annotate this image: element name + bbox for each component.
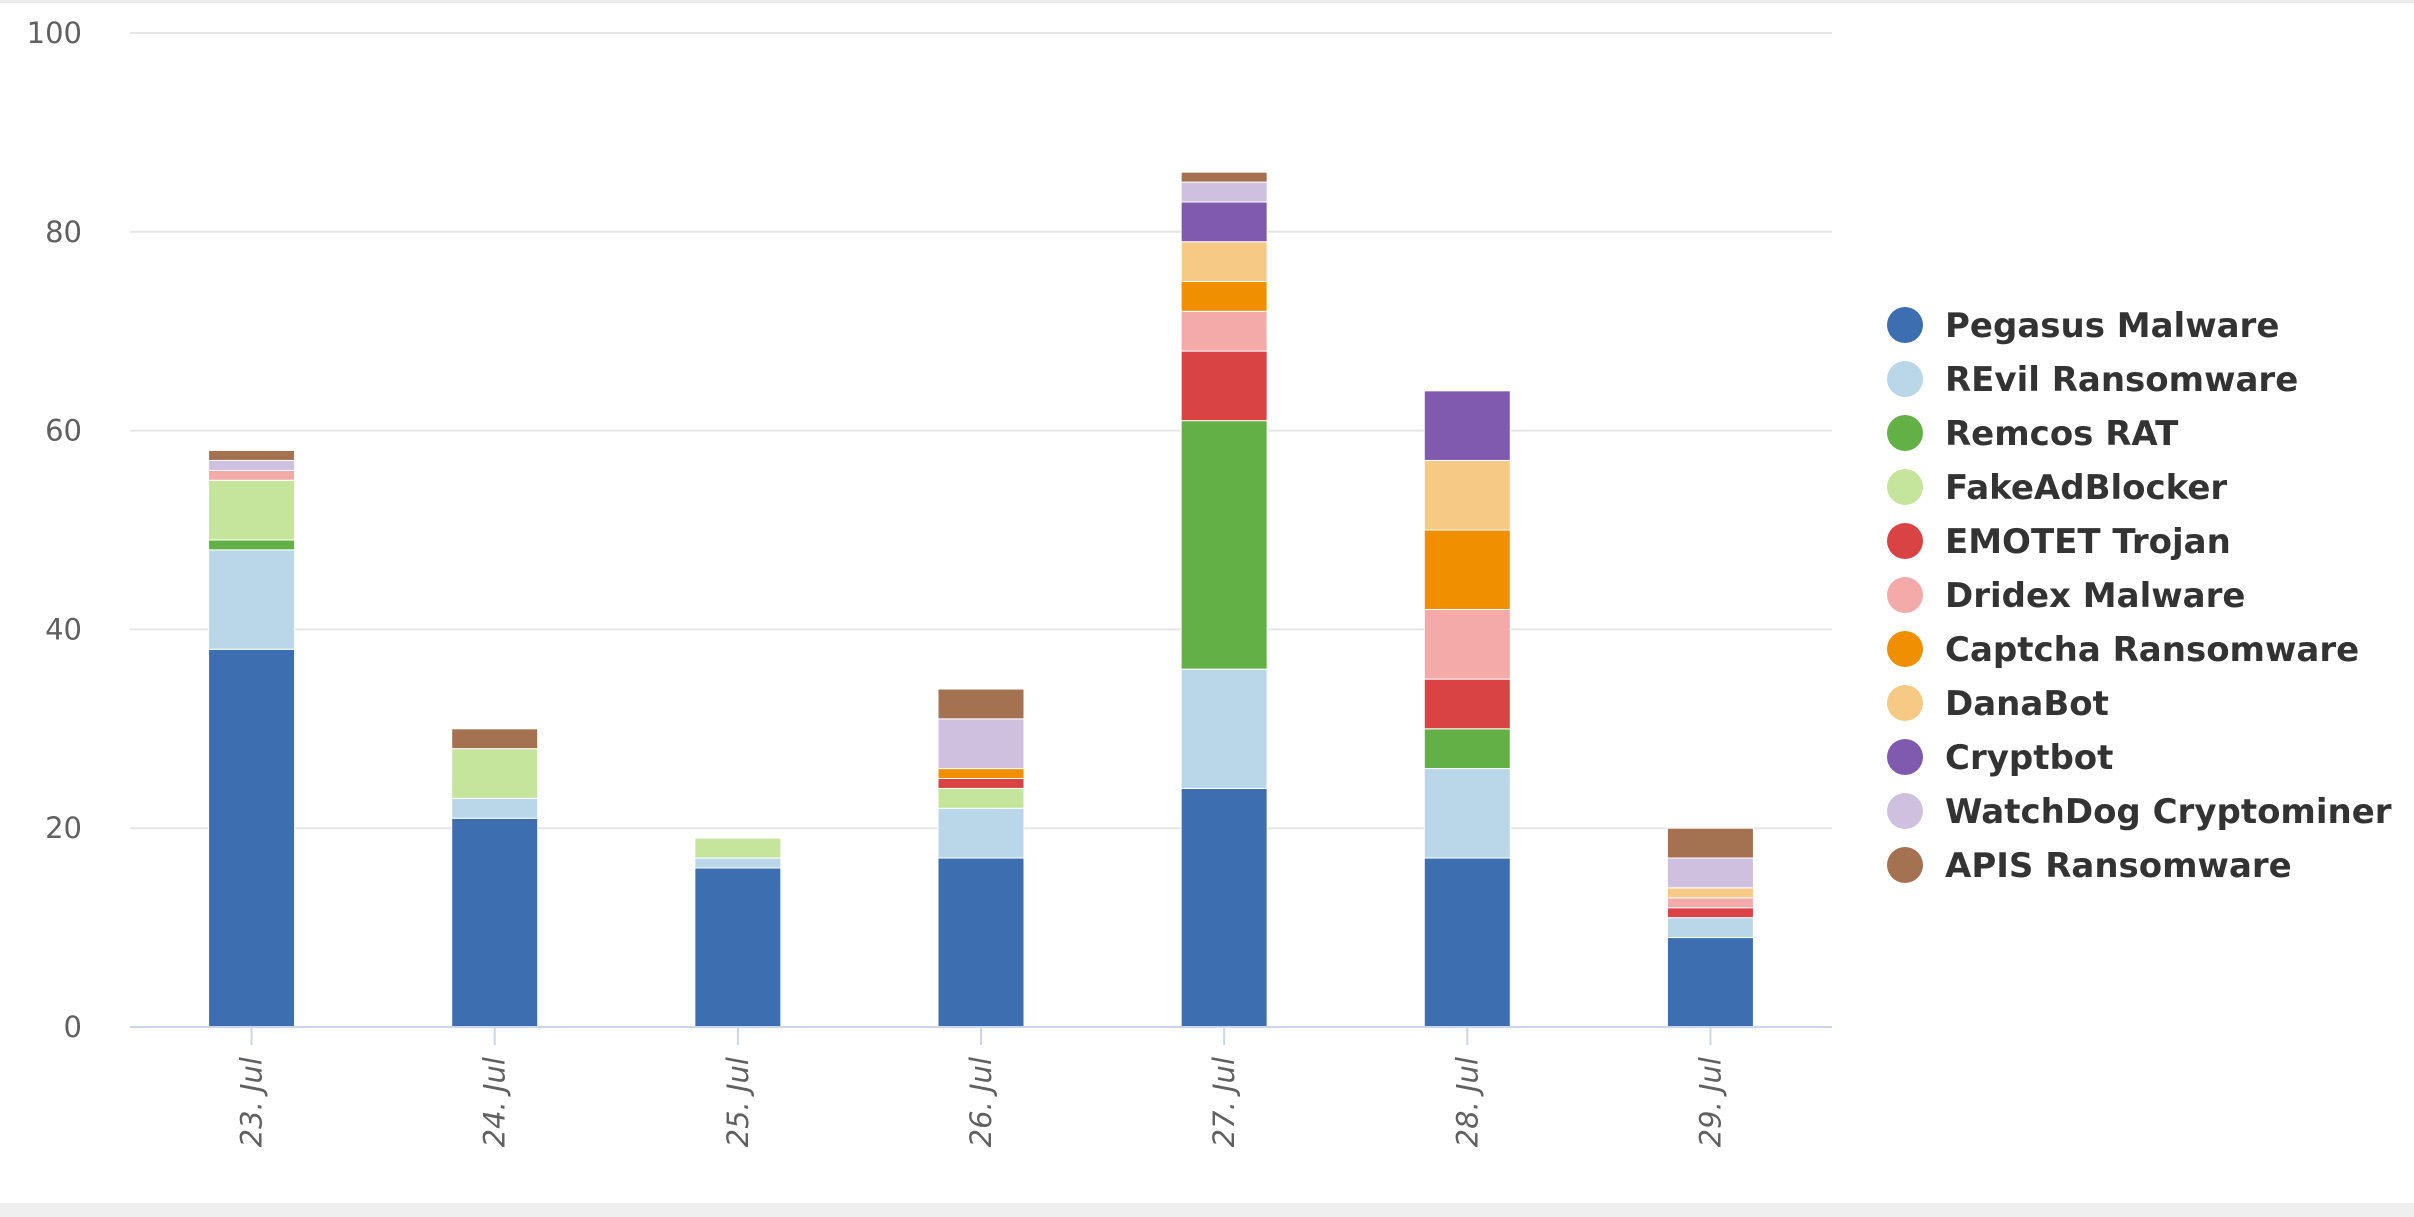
x-tick-label: 23. Jul [235,1057,269,1147]
legend: Pegasus Malware REvil Ransomware Remcos RA… [1887,306,2392,886]
x-tick-label: 27. Jul [1207,1057,1241,1147]
bar-segment [1423,857,1511,1028]
legend-item: Dridex Malware [1887,576,2245,616]
legend-swatch [1887,739,1923,775]
legend-item: Pegasus Malware [1887,306,2279,346]
legend-swatch [1887,793,1923,829]
legend-item: FakeAdBlocker [1887,468,2227,508]
y-tick-label: 20 [45,811,82,845]
bar-segment [208,459,296,471]
legend-item: Captcha Ransomware [1887,630,2359,670]
bar-segment [1666,897,1754,909]
bar-segment [451,797,539,819]
legend-label: REvil Ransomware [1945,360,2298,400]
legend-item: DanaBot [1887,684,2109,724]
legend-item: REvil Ransomware [1887,360,2298,400]
bar-segment [1666,917,1754,939]
bar-segment [1666,827,1754,859]
bar-segment [208,469,296,481]
bar-segment [1423,609,1511,680]
bar-segment [1423,529,1511,611]
bar-segment [937,787,1025,809]
bar-segment [1180,668,1268,789]
legend-swatch [1887,577,1923,613]
bar-segment [208,449,296,461]
legend-label: APIS Ransomware [1945,846,2292,886]
legend-label: Captcha Ransomware [1945,630,2359,670]
legend-swatch [1887,361,1923,397]
legend-label: DanaBot [1945,684,2109,724]
bar-segment [694,867,782,1028]
bar-segment [937,778,1025,789]
legend-item: APIS Ransomware [1887,846,2292,886]
bar-segment [1180,350,1268,422]
bar-segment [208,479,296,541]
bar-segment [1180,201,1268,243]
bar-segment [1180,420,1268,670]
legend-item: Remcos RAT [1887,414,2179,454]
legend-label: Cryptbot [1945,738,2113,778]
legend-label: EMOTET Trojan [1945,522,2231,562]
bar-segment [937,768,1025,779]
bar-segment [451,748,539,799]
bar-segment [208,648,296,1028]
legend-label: Dridex Malware [1945,576,2245,616]
bar-segment [1180,241,1268,283]
bar-segment [1180,181,1268,203]
bar-segment [1423,390,1511,461]
bar-segment [208,539,296,551]
legend-item: WatchDog Cryptominer [1887,792,2392,832]
stacked-bar-chart: 0 20 40 60 80 100 23. Jul 24. Jul 25. Jul 26. Ju… [27,16,2392,1147]
bar-segment [1180,787,1268,1028]
legend-swatch [1887,523,1923,559]
bar-segment [1423,728,1511,770]
bar-series [208,171,1754,1028]
x-tick-label: 28. Jul [1450,1057,1484,1147]
bar-segment [1423,678,1511,730]
x-axis-ticks: 23. Jul 24. Jul 25. Jul 26. Jul 27. Jul 28. J… [235,1027,1727,1147]
bar-segment [1180,171,1268,183]
legend-swatch [1887,415,1923,451]
y-tick-label: 80 [45,215,82,249]
legend-swatch [1887,469,1923,505]
legend-swatch [1887,847,1923,883]
legend-label: Pegasus Malware [1945,306,2279,346]
bar-segment [937,807,1025,859]
bar-segment [694,837,782,859]
bar-segment [1180,310,1268,352]
gridlines [130,32,1832,830]
bar-segment [1423,768,1511,859]
bar-segment [937,688,1025,720]
bar-segment [1180,281,1268,312]
y-tick-label: 0 [64,1010,82,1044]
bar-segment [694,857,782,869]
y-tick-label: 40 [45,612,82,646]
bar-segment [1666,857,1754,889]
x-tick-label: 25. Jul [721,1057,755,1147]
x-tick-label: 24. Jul [478,1057,512,1147]
bar-segment [1423,459,1511,531]
bar-segment [451,728,539,750]
legend-label: Remcos RAT [1945,414,2179,454]
y-axis-ticks: 0 20 40 60 80 100 [27,16,82,1044]
bar-segment [1666,887,1754,899]
bar-segment [451,817,539,1028]
bar-segment [937,718,1025,770]
legend-item: Cryptbot [1887,738,2113,778]
x-tick-label: 29. Jul [1693,1057,1727,1147]
bar-segment [208,549,296,650]
bar-segment [937,857,1025,1028]
legend-item: EMOTET Trojan [1887,522,2231,562]
legend-swatch [1887,631,1923,667]
y-tick-label: 60 [45,414,82,448]
bar-segment [1666,937,1754,1028]
legend-swatch [1887,307,1923,343]
bar-segment [1666,907,1754,919]
y-tick-label: 100 [27,16,82,50]
legend-label: WatchDog Cryptominer [1945,792,2392,832]
legend-label: FakeAdBlocker [1945,468,2227,508]
legend-swatch [1887,685,1923,721]
x-tick-label: 26. Jul [964,1057,998,1147]
